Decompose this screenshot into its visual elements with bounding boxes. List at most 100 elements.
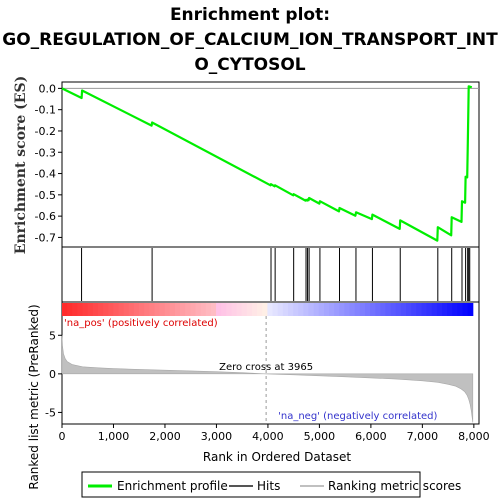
x-tick-label: 7,000 (407, 430, 439, 443)
x-tick-label: 1,000 (98, 430, 130, 443)
rank-color-segment (196, 303, 202, 316)
rank-color-segment (329, 303, 335, 316)
rank-color-segment (350, 303, 356, 316)
rank-color-segment (380, 303, 386, 316)
rank-color-segment (267, 303, 273, 316)
rank-color-segment (401, 303, 407, 316)
rank-color-segment (334, 303, 340, 316)
es-y-tick-label: -0.5 (35, 189, 56, 202)
rank-color-segment (103, 303, 109, 316)
legend-label-metric: Ranking metric scores (328, 479, 461, 493)
rank-color-segment (88, 303, 94, 316)
x-axis-ticks: 0 1,000 2,000 3,000 4,000 5,000 6,000 7,000 8,00… (59, 424, 490, 443)
rank-color-segment (406, 303, 412, 316)
rank-color-segment (62, 303, 68, 316)
rank-color-segment (411, 303, 417, 316)
rank-color-segment (396, 303, 402, 316)
rank-color-segment (226, 303, 232, 316)
rank-color-segment (206, 303, 212, 316)
rank-color-segment (421, 303, 427, 316)
rank-color-segment (201, 303, 207, 316)
rank-color-segment (170, 303, 176, 316)
chart-title: Enrichment plot: GO_REGULATION_OF_CALCIU… (2, 5, 498, 75)
rank-color-segment (283, 303, 289, 316)
metric-y-tick-label: -5 (45, 406, 56, 419)
rank-color-segment (185, 303, 191, 316)
rank-color-segment (324, 303, 330, 316)
rank-color-segment (108, 303, 114, 316)
rank-color-segment (237, 303, 243, 316)
es-panel-frame (62, 82, 479, 247)
rank-color-segment (216, 303, 222, 316)
rank-color-segment (257, 303, 263, 316)
rank-color-segment (83, 303, 89, 316)
rank-color-segment (129, 303, 135, 316)
rank-color-segment (93, 303, 99, 316)
negative-correlation-label: 'na_neg' (negatively correlated) (278, 411, 437, 422)
x-tick-label: 4,000 (252, 430, 284, 443)
rank-color-segment (98, 303, 104, 316)
rank-color-segment (298, 303, 304, 316)
zero-cross-label: Zero cross at 3965 (219, 362, 313, 373)
rank-color-segment (139, 303, 145, 316)
legend-label-hits: Hits (257, 479, 280, 493)
x-tick-label: 0 (59, 430, 66, 443)
rank-color-segment (262, 303, 268, 316)
rank-color-segment (190, 303, 196, 316)
hits-panel-frame (62, 247, 479, 302)
rank-color-segment (442, 303, 448, 316)
x-tick-label: 8,000 (458, 430, 490, 443)
rank-color-segment (288, 303, 294, 316)
es-y-tick-label: -0.7 (35, 231, 56, 244)
rank-color-segment (427, 303, 433, 316)
rank-color-segment (365, 303, 371, 316)
x-tick-label: 6,000 (355, 430, 387, 443)
rank-color-segment (463, 303, 469, 316)
rank-color-segment (113, 303, 119, 316)
rank-color-segment (416, 303, 422, 316)
positive-correlation-label: 'na_pos' (positively correlated) (64, 318, 218, 329)
rank-color-segment (437, 303, 443, 316)
metric-y-axis-label: Ranked list metric (PreRanked) (27, 304, 41, 489)
rank-color-segment (447, 303, 453, 316)
rank-color-segment (154, 303, 160, 316)
title-line-3: O_CYTOSOL (194, 55, 305, 75)
rank-color-segment (355, 303, 361, 316)
rank-color-segment (278, 303, 284, 316)
rank-color-segment (386, 303, 392, 316)
x-tick-label: 3,000 (201, 430, 233, 443)
rank-color-bar (62, 303, 473, 316)
x-tick-label: 5,000 (304, 430, 336, 443)
rank-color-segment (360, 303, 366, 316)
metric-y-tick-label: 0 (49, 368, 56, 381)
rank-color-segment (375, 303, 381, 316)
es-y-tick-label: -0.2 (35, 125, 56, 138)
rank-color-segment (124, 303, 130, 316)
es-y-axis-label: Enrichment score (ES) (13, 76, 29, 254)
metric-y-tick-label: 5 (49, 329, 56, 342)
rank-color-segment (344, 303, 350, 316)
rank-color-segment (339, 303, 345, 316)
rank-color-segment (134, 303, 140, 316)
es-y-axis-ticks: 0.0-0.1-0.2-0.3-0.4-0.5-0.6-0.7 (35, 82, 62, 244)
legend: Enrichment profile Hits Ranking metric s… (82, 472, 461, 497)
rank-color-segment (211, 303, 217, 316)
es-y-tick-label: -0.4 (35, 168, 56, 181)
rank-color-segment (160, 303, 166, 316)
metric-y-axis-ticks: 5 0 -5 (45, 329, 62, 419)
rank-color-segment (118, 303, 124, 316)
es-y-tick-label: -0.6 (35, 210, 56, 223)
rank-color-segment (303, 303, 309, 316)
rank-color-segment (149, 303, 155, 316)
rank-color-segment (231, 303, 237, 316)
rank-color-segment (165, 303, 171, 316)
rank-color-segment (242, 303, 248, 316)
rank-color-segment (273, 303, 279, 316)
x-axis-label: Rank in Ordered Dataset (203, 450, 351, 464)
rank-color-segment (221, 303, 227, 316)
rank-color-segment (252, 303, 258, 316)
rank-color-segment (319, 303, 325, 316)
es-y-tick-label: -0.1 (35, 104, 56, 117)
rank-color-segment (314, 303, 320, 316)
